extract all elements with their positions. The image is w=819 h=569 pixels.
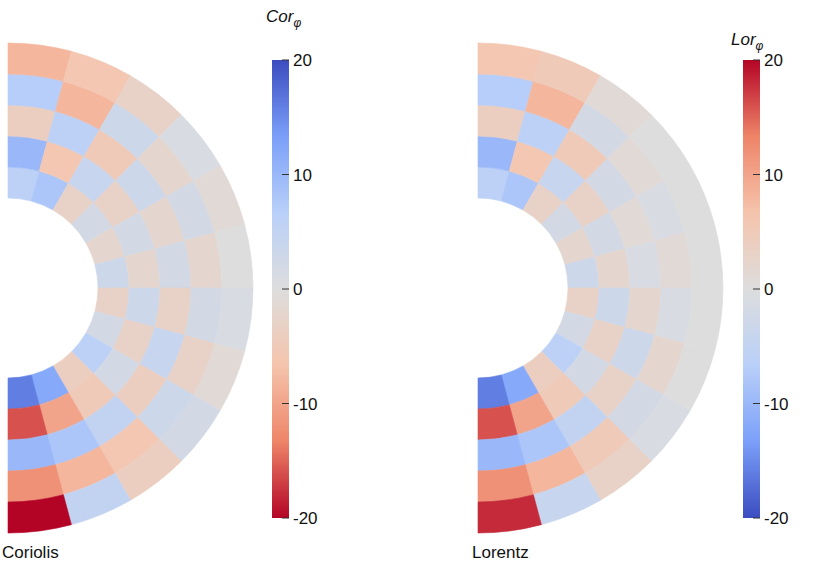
svg-text:20: 20 bbox=[293, 51, 312, 70]
svg-text:Lorφ: Lorφ bbox=[731, 30, 764, 53]
svg-text:Coriolis: Coriolis bbox=[2, 543, 59, 562]
svg-text:0: 0 bbox=[293, 280, 302, 299]
svg-text:-10: -10 bbox=[764, 395, 789, 414]
svg-text:10: 10 bbox=[764, 166, 783, 185]
svg-text:0: 0 bbox=[764, 280, 773, 299]
svg-text:20: 20 bbox=[764, 51, 783, 70]
svg-text:Corφ: Corφ bbox=[266, 7, 301, 30]
svg-text:-10: -10 bbox=[293, 395, 318, 414]
svg-text:-20: -20 bbox=[764, 509, 789, 528]
svg-text:-20: -20 bbox=[293, 509, 318, 528]
svg-text:10: 10 bbox=[293, 166, 312, 185]
svg-text:Lorentz: Lorentz bbox=[472, 543, 529, 562]
